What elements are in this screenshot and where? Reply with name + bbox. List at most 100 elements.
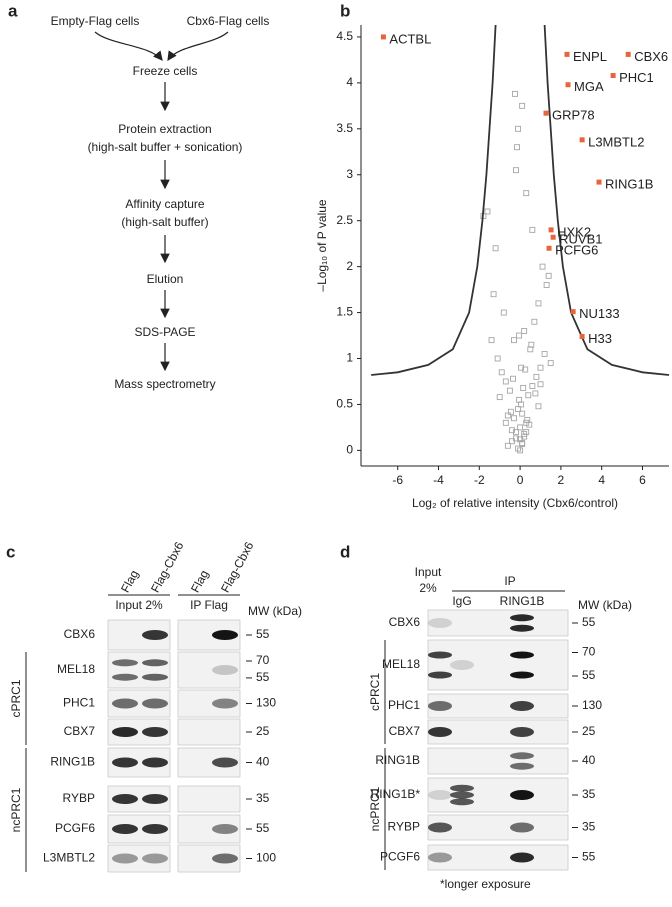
background-point (516, 396, 523, 403)
x-axis-label: Log₂ of relative intensity (Cbx6/control… (412, 496, 618, 510)
band (450, 791, 474, 799)
band (142, 659, 168, 667)
y-tick-label: 3 (346, 167, 353, 181)
panel-label: d (340, 542, 350, 561)
background-point (515, 125, 522, 132)
band (142, 727, 168, 737)
step-label: Mass spectrometry (114, 377, 215, 391)
complex-label: ncPRC1 (9, 787, 23, 832)
band (510, 614, 534, 622)
protein-label: MEL18 (57, 662, 95, 676)
y-tick-label: 4 (346, 75, 353, 89)
highlight-point (380, 34, 386, 40)
background-point (519, 410, 526, 417)
lane-label: IgG (452, 594, 471, 608)
band (450, 660, 474, 670)
mw-header: MW (kDa) (578, 598, 632, 612)
blot-box (427, 747, 569, 775)
step-label: SDS-PAGE (134, 325, 195, 339)
highlight-point (543, 110, 549, 116)
band (450, 784, 474, 792)
mw-label: 55 (582, 615, 596, 629)
background-point (537, 381, 544, 388)
mw-label: 70 (256, 653, 270, 667)
group-label: IP Flag (190, 598, 228, 612)
point-label: RUVB1 (559, 232, 602, 247)
band (450, 798, 474, 806)
background-point (490, 291, 497, 298)
background-point (488, 337, 495, 344)
protein-label: RING1B (50, 755, 95, 769)
background-point (535, 300, 542, 307)
input-label: Empty-Flag cells (51, 14, 140, 28)
highlight-point (596, 179, 602, 185)
x-tick-label: -6 (392, 473, 403, 487)
protein-label: RYBP (388, 820, 420, 834)
highlight-point (550, 234, 556, 240)
background-point (543, 282, 550, 288)
lane-label: RING1B (500, 594, 545, 608)
band (112, 727, 138, 737)
step-label: Freeze cells (133, 64, 198, 78)
point-label: PHC1 (619, 70, 654, 85)
blot-box (177, 718, 241, 746)
band (142, 630, 168, 640)
band (212, 824, 238, 834)
background-point (484, 208, 491, 215)
x-tick-label: 2 (558, 473, 565, 487)
y-tick-label: 2.5 (336, 213, 353, 227)
point-label: NU133 (579, 306, 619, 321)
y-tick-label: 3.5 (336, 121, 353, 135)
y-tick-label: 0.5 (336, 397, 353, 411)
band (112, 659, 138, 667)
band (428, 651, 452, 659)
band (142, 794, 168, 804)
background-point (492, 245, 499, 252)
band (428, 790, 452, 800)
background-point (531, 318, 538, 325)
mw-label: 25 (582, 724, 596, 738)
complex-label: ncPRC1 (368, 786, 382, 831)
highlight-point (564, 51, 570, 57)
background-point (502, 419, 509, 426)
band (112, 698, 138, 709)
background-point (535, 403, 542, 410)
blot-box (177, 651, 241, 689)
mw-label: 55 (256, 670, 270, 684)
background-point (502, 378, 509, 385)
ip-header: IP (504, 574, 515, 588)
x-tick-label: 0 (517, 473, 524, 487)
background-point (521, 430, 528, 437)
mw-label: 130 (256, 696, 276, 710)
background-point (508, 427, 515, 434)
band (112, 853, 138, 864)
step-label: (high-salt buffer + sonication) (88, 140, 243, 154)
band (112, 824, 138, 834)
blot-box (427, 609, 569, 637)
mw-label: 100 (256, 851, 276, 865)
step-label: Affinity capture (125, 197, 204, 211)
x-tick-label: -2 (474, 473, 485, 487)
background-point (523, 429, 530, 435)
point-label: CBX6 (634, 49, 668, 64)
protein-label: RYBP (63, 791, 95, 805)
y-tick-label: 0 (346, 443, 353, 457)
highlight-point (579, 333, 585, 339)
point-label: H33 (588, 331, 612, 346)
input-label: Cbx6-Flag cells (187, 14, 270, 28)
band (212, 853, 238, 864)
background-point (516, 332, 523, 339)
background-point (523, 190, 530, 197)
highlight-point (546, 245, 552, 251)
background-point (506, 387, 513, 394)
background-point (547, 360, 554, 367)
background-point (507, 408, 514, 415)
complex-label: cPRC1 (9, 679, 23, 717)
point-label: MGA (574, 79, 604, 94)
mw-label: 35 (582, 787, 596, 801)
highlight-point (570, 309, 576, 315)
x-tick-label: 6 (639, 473, 646, 487)
protein-label: L3MBTL2 (43, 851, 95, 865)
panel-label: a (8, 1, 18, 20)
background-point (541, 350, 548, 357)
